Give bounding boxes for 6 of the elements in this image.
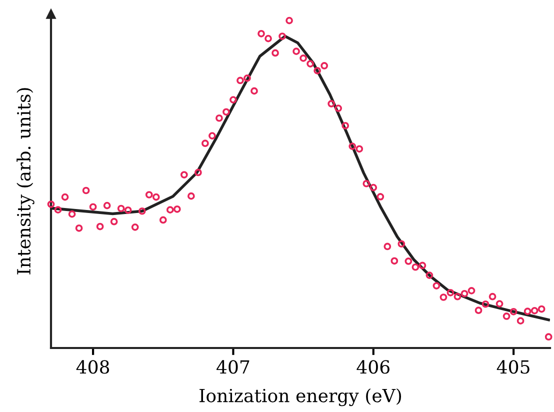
x-tick-label: 406 [356,360,390,374]
x-tick-label: 407 [216,360,250,374]
x-axis-title: Ionization energy (eV) [200,388,402,406]
x-tick-label: 405 [496,360,530,374]
x-tick-label: 408 [76,360,110,374]
y-axis-title: Intensity (arb. units) [16,88,34,274]
